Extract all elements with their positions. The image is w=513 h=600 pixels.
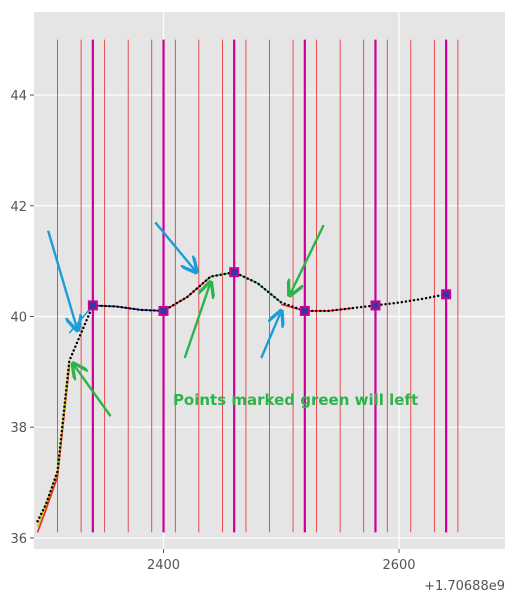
annotations: Points marked green will left	[173, 391, 418, 409]
arrows	[46, 221, 325, 417]
annotation-arrow	[46, 230, 77, 331]
x-offset-label: +1.70688e9	[424, 579, 505, 594]
axes: 36 38 40 42 44 2400 2600	[10, 89, 415, 573]
series-line	[210, 271, 282, 304]
annotation-arrow	[260, 311, 281, 359]
annotation-arrow	[290, 224, 325, 295]
data-point	[299, 305, 310, 316]
data-point	[229, 267, 240, 278]
annotation-arrow	[154, 221, 196, 272]
annotation-text: Points marked green will left	[173, 391, 418, 409]
y-tick-label: 38	[10, 421, 27, 436]
y-tick-label: 40	[10, 310, 27, 325]
x-tick-label: 2600	[382, 558, 415, 573]
data-point	[441, 289, 452, 300]
y-tick-label: 36	[10, 532, 27, 547]
series-line	[36, 270, 448, 523]
x-tick-label: 2400	[147, 558, 180, 573]
data-point	[87, 300, 98, 311]
data-point	[370, 300, 381, 311]
annotation-arrow	[183, 282, 211, 359]
annotation-arrow	[73, 364, 112, 417]
vertical-lines	[57, 39, 459, 533]
data-point	[158, 305, 169, 316]
markers	[87, 267, 452, 316]
y-tick-label: 44	[10, 89, 27, 104]
y-tick-label: 42	[10, 200, 27, 215]
